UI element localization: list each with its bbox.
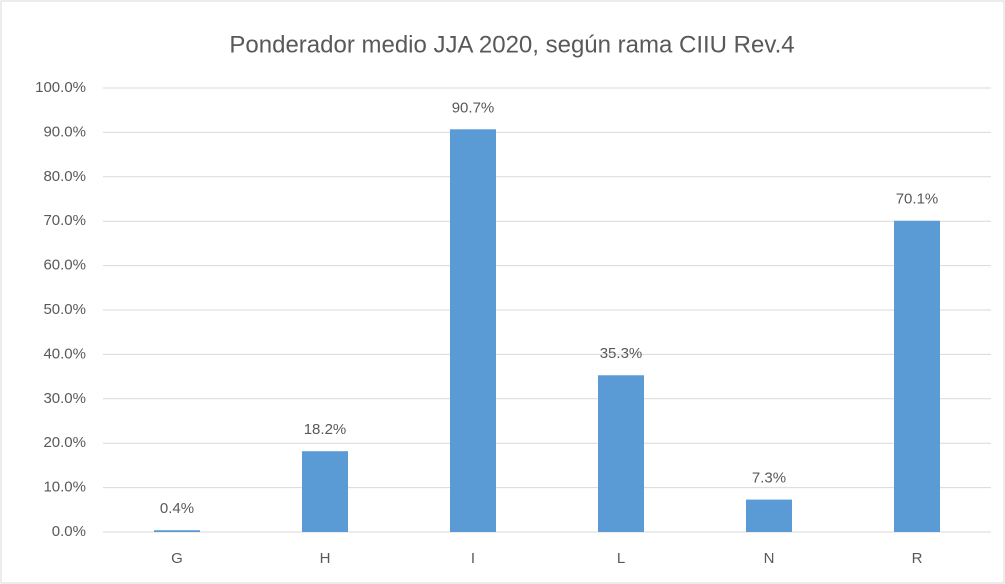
y-tick-label: 20.0% xyxy=(43,434,86,451)
data-label: 0.4% xyxy=(160,500,194,517)
x-tick-label: H xyxy=(320,550,331,567)
bar xyxy=(598,375,644,532)
bar xyxy=(154,530,200,532)
data-label: 90.7% xyxy=(452,99,495,116)
y-tick-label: 90.0% xyxy=(43,123,86,140)
bar xyxy=(450,129,496,533)
x-tick-label: G xyxy=(171,550,183,567)
x-tick-label: N xyxy=(764,550,775,567)
y-tick-label: 10.0% xyxy=(43,479,86,496)
y-tick-label: 70.0% xyxy=(43,212,86,229)
y-tick-label: 80.0% xyxy=(43,168,86,185)
bar xyxy=(894,220,940,533)
y-tick-label: 60.0% xyxy=(43,257,86,274)
data-label: 7.3% xyxy=(752,470,786,487)
chart-title: Ponderador medio JJA 2020, según rama CI… xyxy=(229,31,794,58)
data-label: 35.3% xyxy=(600,345,643,362)
x-tick-label: R xyxy=(912,550,923,567)
bar xyxy=(746,499,792,532)
x-tick-label: L xyxy=(617,550,625,567)
y-tick-label: 40.0% xyxy=(43,345,86,362)
y-tick-label: 0.0% xyxy=(52,523,86,540)
y-tick-label: 30.0% xyxy=(43,390,86,407)
bar xyxy=(302,451,348,532)
x-tick-label: I xyxy=(471,550,475,567)
y-tick-label: 50.0% xyxy=(43,301,86,318)
data-label: 18.2% xyxy=(304,421,347,438)
y-tick-label: 100.0% xyxy=(35,79,86,96)
data-label: 70.1% xyxy=(896,191,939,208)
